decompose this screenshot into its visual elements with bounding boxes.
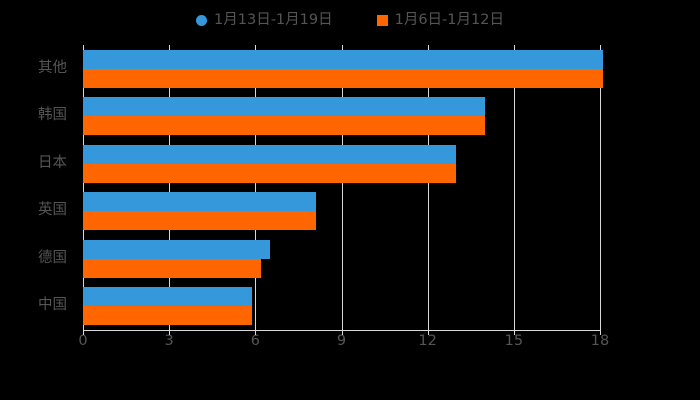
chart-legend: 1月13日-1月19日 1月6日-1月12日 [0,8,700,32]
plot-area [83,45,603,330]
bar-英国-series-1[interactable] [83,211,316,231]
gridline-x-15 [514,45,515,330]
x-axis-tick-labels: 0 3 6 9 12 15 18 [0,334,700,356]
circle-marker-icon [196,14,208,26]
bar-其他-series-1[interactable] [83,68,603,88]
x-tick-mark-0 [83,330,84,335]
bar-日本-series-0[interactable] [83,144,457,164]
bar-中国-series-0[interactable] [83,287,253,307]
y-axis-label-英国: 英国 [38,202,67,219]
bar-中国-series-1[interactable] [83,306,253,326]
x-tick-label-9: 9 [336,333,347,349]
bar-德国-series-0[interactable] [83,239,270,259]
bar-其他-series-0[interactable] [83,49,603,69]
x-tick-mark-9 [342,330,343,335]
gridline-x-3 [169,45,170,330]
x-tick-label-15: 15 [504,333,524,349]
legend-item-series-0[interactable]: 1月13日-1月19日 [196,13,333,28]
bar-德国-series-1[interactable] [83,258,262,278]
x-tick-mark-18 [600,330,601,335]
legend-label-series-0: 1月13日-1月19日 [214,11,333,28]
y-axis-label-其他: 其他 [38,59,67,76]
gridline-x-18 [600,45,601,330]
x-tick-mark-6 [255,330,256,335]
gridline-x-9 [342,45,343,330]
gridline-x-12 [428,45,429,330]
legend-label-series-1: 1月6日-1月12日 [394,11,504,28]
y-axis-label-日本: 日本 [38,154,67,171]
x-tick-mark-3 [169,330,170,335]
y-axis-label-中国: 中国 [38,297,67,314]
square-marker-icon [376,14,388,26]
gridline-x-6 [255,45,256,330]
bar-韩国-series-0[interactable] [83,97,486,117]
x-tick-label-6: 6 [250,333,260,349]
x-tick-label-12: 12 [418,333,437,349]
legend-item-series-1[interactable]: 1月6日-1月12日 [376,11,504,28]
bar-日本-series-1[interactable] [83,163,457,183]
gridlines [83,45,601,330]
bar-韩国-series-1[interactable] [83,116,486,136]
y-axis-label-德国: 德国 [38,249,67,266]
x-tick-mark-15 [514,330,515,335]
bar-series-group [83,45,603,330]
y-axis-line [83,45,84,330]
x-tick-label-3: 3 [164,333,174,349]
y-axis-category-labels: 中国 德国 英国 日本 韩国 其他 [0,45,76,330]
bar-英国-series-0[interactable] [83,192,316,212]
x-tick-label-18: 18 [590,333,610,349]
x-tick-mark-12 [428,330,429,335]
y-axis-label-韩国: 韩国 [38,107,67,124]
x-tick-label-0: 0 [78,333,88,349]
